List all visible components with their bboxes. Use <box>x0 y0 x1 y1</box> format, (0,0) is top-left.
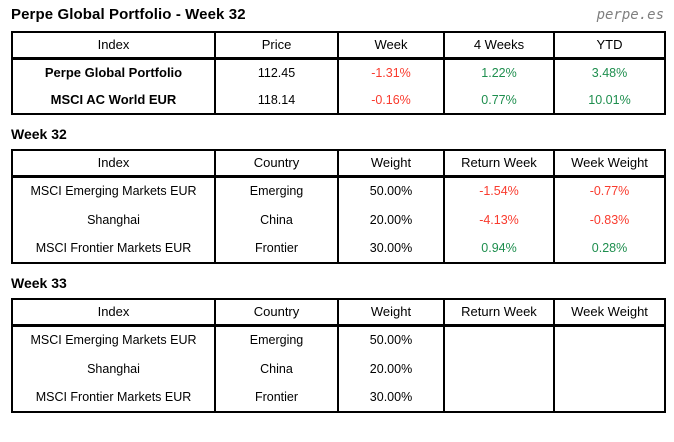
column-header-return-week: Return Week <box>443 150 554 178</box>
cell-country: China <box>214 205 338 234</box>
table-row: MSCI Frontier Markets EUR Frontier 30.00… <box>11 234 665 263</box>
cell-index: Shanghai <box>11 354 215 383</box>
cell-weight: 50.00% <box>337 176 444 205</box>
column-header-country: Country <box>214 299 338 327</box>
column-header-ytd: YTD <box>553 32 665 60</box>
column-header-weight: Weight <box>337 150 444 178</box>
cell-return-week <box>443 325 554 354</box>
cell-country: Emerging <box>214 325 338 354</box>
cell-return-week <box>443 383 554 412</box>
report-page: Perpe Global Portfolio - Week 32 perpe.e… <box>11 6 666 413</box>
cell-return-week: 0.94% <box>443 234 554 263</box>
cell-ytd: 3.48% <box>553 58 665 86</box>
table-row: MSCI Emerging Markets EUR Emerging 50.00… <box>11 176 665 205</box>
summary-table: Index Price Week 4 Weeks YTD Perpe Globa… <box>11 31 666 115</box>
brand-link[interactable]: perpe.es <box>596 7 664 23</box>
column-header-4weeks: 4 Weeks <box>443 32 554 60</box>
cell-price: 118.14 <box>214 86 338 114</box>
cell-index: MSCI Emerging Markets EUR <box>11 325 215 354</box>
cell-index: MSCI Frontier Markets EUR <box>11 234 215 263</box>
cell-country: Frontier <box>214 383 338 412</box>
cell-weight: 20.00% <box>337 205 444 234</box>
column-header-index: Index <box>11 299 215 327</box>
section-heading-week32: Week 32 <box>11 126 67 142</box>
week32-table: Index Country Weight Return Week Week We… <box>11 149 666 264</box>
column-header-week-weight: Week Weight <box>553 299 665 327</box>
cell-weight: 30.00% <box>337 234 444 263</box>
column-header-return-week: Return Week <box>443 299 554 327</box>
column-header-index: Index <box>11 150 215 178</box>
column-header-week-weight: Week Weight <box>553 150 665 178</box>
cell-index: MSCI Emerging Markets EUR <box>11 176 215 205</box>
column-header-price: Price <box>214 32 338 60</box>
cell-week-weight <box>553 354 665 383</box>
cell-return-week: -4.13% <box>443 205 554 234</box>
cell-weight: 30.00% <box>337 383 444 412</box>
cell-week-weight <box>553 325 665 354</box>
cell-week-weight: 0.28% <box>553 234 665 263</box>
cell-index: Shanghai <box>11 205 215 234</box>
table-row: Perpe Global Portfolio 112.45 -1.31% 1.2… <box>11 58 665 86</box>
week33-header-row: Index Country Weight Return Week Week We… <box>11 299 665 327</box>
cell-4weeks: 1.22% <box>443 58 554 86</box>
cell-index: MSCI AC World EUR <box>11 86 215 114</box>
cell-return-week: -1.54% <box>443 176 554 205</box>
page-title: Perpe Global Portfolio - Week 32 <box>11 6 246 23</box>
cell-country: Frontier <box>214 234 338 263</box>
cell-week-weight <box>553 383 665 412</box>
column-header-weight: Weight <box>337 299 444 327</box>
cell-index: Perpe Global Portfolio <box>11 58 215 86</box>
table-row: Shanghai China 20.00% <box>11 354 665 383</box>
cell-4weeks: 0.77% <box>443 86 554 114</box>
column-header-country: Country <box>214 150 338 178</box>
cell-price: 112.45 <box>214 58 338 86</box>
cell-ytd: 10.01% <box>553 86 665 114</box>
section-heading-week33: Week 33 <box>11 275 67 291</box>
week32-header-row: Index Country Weight Return Week Week We… <box>11 150 665 178</box>
column-header-week: Week <box>337 32 444 60</box>
cell-index: MSCI Frontier Markets EUR <box>11 383 215 412</box>
cell-weight: 20.00% <box>337 354 444 383</box>
cell-week: -1.31% <box>337 58 444 86</box>
week33-table: Index Country Weight Return Week Week We… <box>11 298 666 413</box>
table-row: MSCI Frontier Markets EUR Frontier 30.00… <box>11 383 665 412</box>
cell-return-week <box>443 354 554 383</box>
report-header: Perpe Global Portfolio - Week 32 perpe.e… <box>11 6 664 28</box>
cell-week-weight: -0.77% <box>553 176 665 205</box>
cell-week-weight: -0.83% <box>553 205 665 234</box>
cell-weight: 50.00% <box>337 325 444 354</box>
table-row: Shanghai China 20.00% -4.13% -0.83% <box>11 205 665 234</box>
table-row: MSCI Emerging Markets EUR Emerging 50.00… <box>11 325 665 354</box>
cell-country: Emerging <box>214 176 338 205</box>
summary-header-row: Index Price Week 4 Weeks YTD <box>11 32 665 60</box>
table-row: MSCI AC World EUR 118.14 -0.16% 0.77% 10… <box>11 86 665 114</box>
cell-week: -0.16% <box>337 86 444 114</box>
column-header-index: Index <box>11 32 215 60</box>
cell-country: China <box>214 354 338 383</box>
